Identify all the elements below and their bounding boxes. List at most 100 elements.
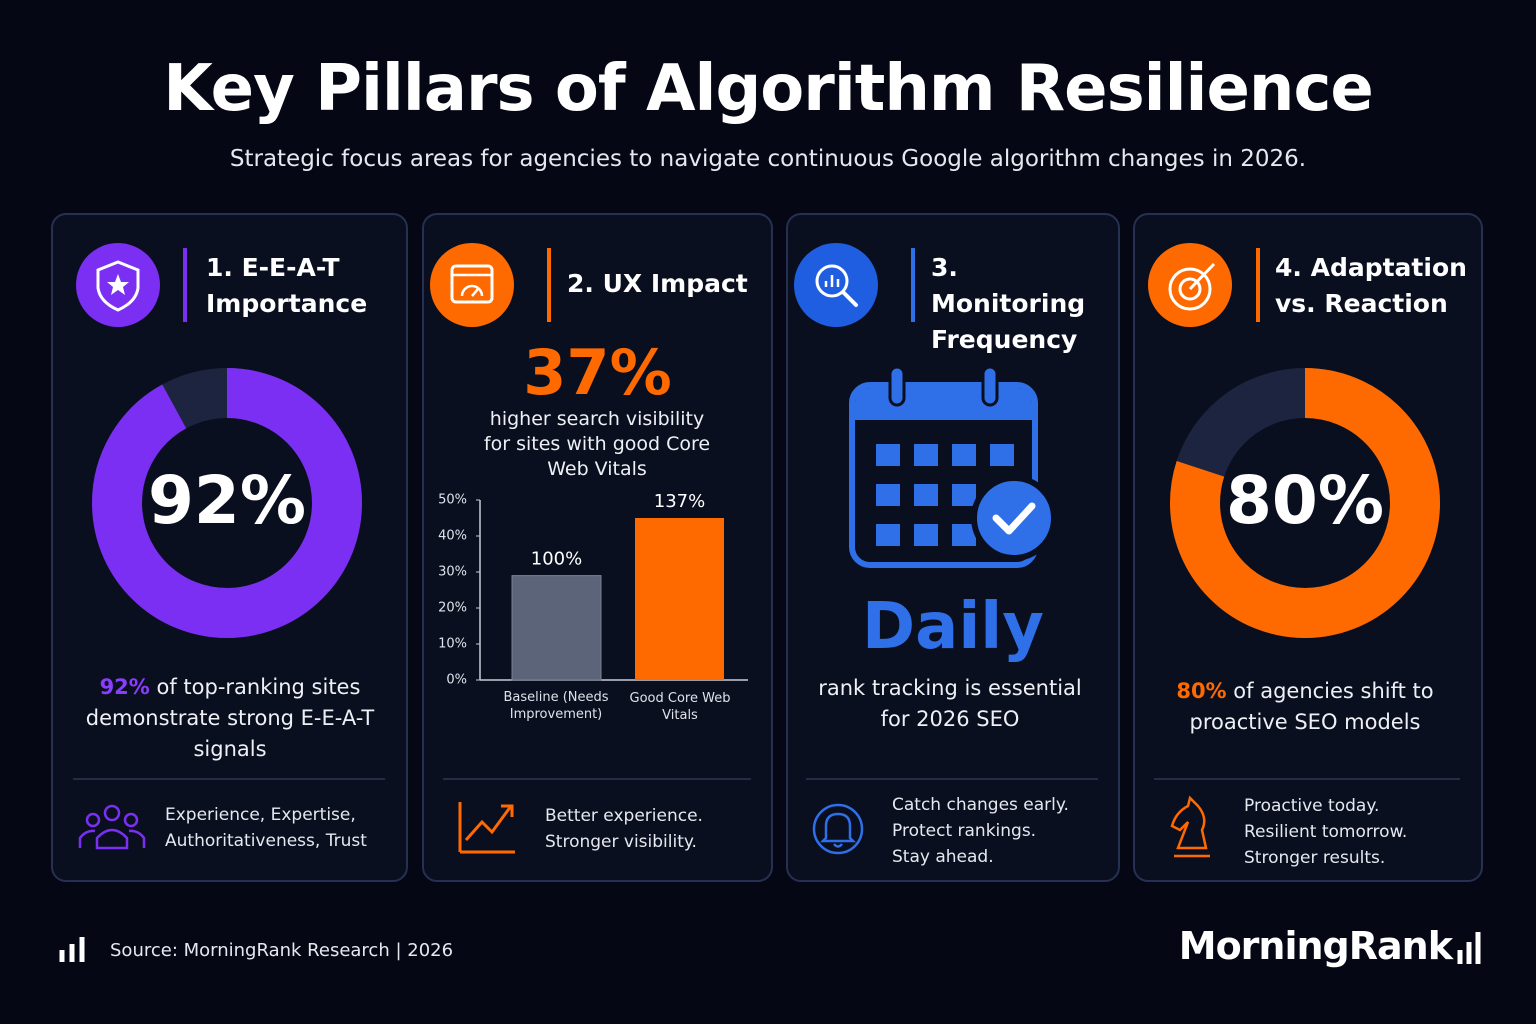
shield-icon [96, 260, 140, 312]
icon-part [78, 828, 146, 850]
footer-line: Resilient tomorrow. [1244, 822, 1408, 842]
gauge-icon [460, 284, 484, 297]
card [786, 213, 1120, 882]
browser-icon [450, 264, 494, 304]
footer-line: Better experience. [545, 806, 703, 826]
card-heading: 3. Monitoring Frequency [931, 253, 1086, 354]
card-stat: Daily [862, 590, 1044, 664]
y-tick-label: 10% [438, 637, 467, 652]
card [51, 213, 408, 882]
day [914, 524, 938, 546]
day [876, 444, 900, 466]
day [952, 484, 976, 506]
icon-badge [794, 243, 878, 327]
bar-annotation: 137% [654, 491, 705, 512]
card-footer: Proactive today. Resilient tomorrow. Stron… [1244, 793, 1407, 871]
brand: MorningRank [1178, 924, 1453, 968]
donut-label: 92% [148, 462, 306, 539]
arrow-icon [1188, 262, 1216, 291]
day [914, 484, 938, 506]
search-icon [815, 264, 849, 298]
highlight: 80% [1176, 679, 1227, 703]
card-footer: Experience, Expertise, Authoritativeness,… [165, 802, 367, 854]
donut-arc [92, 368, 362, 638]
day [914, 444, 938, 466]
x-tick-label: Baseline (Needs Improvement) [503, 690, 609, 722]
calendar-frame [849, 382, 1038, 568]
cards [51, 213, 1483, 882]
footer-line: Catch changes early. [892, 795, 1069, 815]
brand-icon [1457, 932, 1481, 964]
donut-arc [1170, 368, 1440, 638]
card-description: 92% of top-ranking sites demonstrate str… [82, 672, 378, 765]
footer-line: Stronger visibility. [545, 832, 697, 852]
search-icon [824, 275, 840, 287]
bar-annotation: 100% [531, 549, 582, 570]
day [876, 484, 900, 506]
icon-part [103, 804, 121, 822]
calendar-days [876, 444, 1014, 546]
footer-line: Proactive today. [1244, 796, 1380, 816]
footer-line: Experience, Expertise, [165, 805, 356, 825]
accent-bar [547, 248, 551, 322]
y-tick-label: 0% [446, 673, 467, 688]
accent-bar [911, 248, 915, 322]
footer-line: Stronger results. [1244, 848, 1386, 868]
card-heading: 2. UX Impact [567, 269, 748, 298]
footer-line: Authoritativeness, Trust [165, 831, 367, 851]
card-heading: 1. E-E-A-T Importance [206, 253, 368, 318]
people-icon [78, 804, 146, 850]
bar [511, 575, 602, 681]
card [1133, 213, 1483, 882]
card-description: rank tracking is essential for 2026 SEO [818, 676, 1082, 731]
bar [635, 518, 724, 680]
highlight: 92% [99, 675, 150, 699]
source-icon [59, 937, 85, 962]
card-heading: 4. Adaptation vs. Reaction [1275, 253, 1467, 318]
knight-icon [1170, 795, 1210, 858]
x-tick-label: Good Core Web Vitals [629, 691, 731, 723]
target-icon [1178, 277, 1202, 301]
day [952, 444, 976, 466]
calendar-ring [888, 365, 906, 407]
calendar-icon [849, 365, 1057, 568]
charts: 92% 0% 10% 20% 30% 40% 50% 100% 137% 80% [92, 368, 1440, 688]
card-description: higher search visibility for sites with … [483, 408, 711, 480]
check-badge [971, 475, 1057, 561]
bell-badge [812, 803, 864, 855]
check-icon [992, 502, 1036, 535]
description-text: of top-ranking sites demonstrate strong … [85, 675, 375, 761]
card-footer: Catch changes early. Protect rankings. Sta… [892, 792, 1069, 870]
y-tick-label: 40% [438, 529, 467, 544]
source: Source: MorningRank Research | 2026 [110, 940, 454, 961]
accent-bar [1256, 248, 1260, 322]
icon-badge [1148, 243, 1232, 327]
footer-line: Stay ahead. [892, 847, 994, 867]
trend-icon [458, 802, 515, 854]
description-text: of agencies shift to proactive SEO model… [1189, 679, 1434, 734]
star-icon [107, 274, 129, 295]
card-stat: 37% [523, 336, 672, 409]
bell-icon [819, 812, 857, 848]
title: Key Pillars of Algorithm Resilience [163, 52, 1374, 126]
gauge-icon [471, 288, 479, 297]
icon-part [123, 812, 139, 828]
card [422, 213, 773, 882]
search-icon [841, 290, 858, 307]
footer-line: Protect rankings. [892, 821, 1037, 841]
day [952, 524, 976, 546]
day [876, 524, 900, 546]
target-icon [1168, 267, 1212, 311]
y-tick-label: 50% [438, 493, 467, 508]
y-tick-label: 20% [438, 601, 467, 616]
donut-label: 80% [1226, 462, 1384, 539]
y-tick-label: 30% [438, 565, 467, 580]
card-description: 80% of agencies shift to proactive SEO m… [1164, 676, 1446, 738]
calendar-ring [981, 365, 999, 407]
icon-part [85, 812, 101, 828]
subtitle: Strategic focus areas for agencies to na… [229, 146, 1307, 172]
accent-bar [183, 248, 187, 322]
day [990, 444, 1014, 466]
